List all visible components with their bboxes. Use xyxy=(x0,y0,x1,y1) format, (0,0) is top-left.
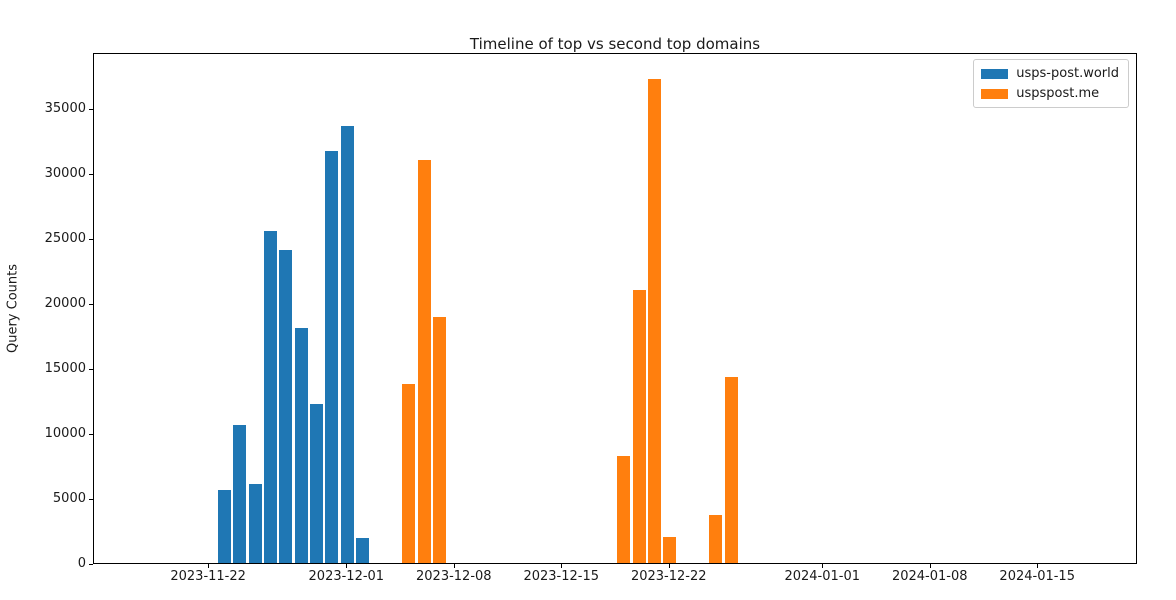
legend-label: uspspost.me xyxy=(1016,86,1100,101)
y-tick-label: 15000 xyxy=(44,360,86,376)
x-tick-mark xyxy=(561,564,563,568)
legend-item-usps-post-world: usps-post.world xyxy=(981,66,1119,81)
x-tick-mark xyxy=(929,564,931,568)
bar-usps-post.world-2023-11-27 xyxy=(279,249,293,563)
bar-usps-post.world-2023-11-29 xyxy=(310,404,324,563)
y-tick-mark xyxy=(89,238,93,240)
x-tick-label: 2023-12-15 xyxy=(523,569,600,584)
y-tick-mark xyxy=(89,564,93,565)
x-tick-mark xyxy=(668,564,670,568)
legend: usps-post.world uspspost.me xyxy=(973,59,1129,108)
y-tick-mark xyxy=(89,303,93,305)
legend-item-uspspost-me: uspspost.me xyxy=(981,86,1119,101)
legend-swatch-orange-icon xyxy=(981,88,1009,99)
x-tick-mark xyxy=(453,564,455,568)
bar-usps-post.world-2023-11-24 xyxy=(233,425,247,563)
y-tick-label: 30000 xyxy=(44,165,86,181)
bar-uspspost.me-2023-12-26 xyxy=(724,377,738,563)
bar-usps-post.world-2023-11-26 xyxy=(264,231,278,563)
y-tick-label: 20000 xyxy=(44,295,86,311)
bar-uspspost.me-2023-12-25 xyxy=(709,514,723,563)
y-tick-label: 0 xyxy=(77,556,86,571)
x-tick-label: 2023-12-01 xyxy=(308,569,385,584)
x-tick-label: 2024-01-15 xyxy=(999,569,1075,584)
bar-usps-post.world-2023-12-01 xyxy=(340,126,354,563)
bar-uspspost.me-2023-12-19 xyxy=(617,456,631,563)
x-tick-label: 2023-11-22 xyxy=(170,569,246,584)
y-tick-label: 25000 xyxy=(44,230,86,246)
x-tick-mark xyxy=(208,564,210,568)
bar-uspspost.me-2023-12-21 xyxy=(647,79,661,563)
bar-usps-post.world-2023-11-28 xyxy=(294,327,308,563)
x-tick-label: 2023-12-08 xyxy=(416,569,492,584)
bar-usps-post.world-2023-12-02 xyxy=(356,538,370,563)
chart-title: Timeline of top vs second top domains xyxy=(469,35,761,53)
bar-uspspost.me-2023-12-06 xyxy=(417,159,431,563)
x-tick-label: 2023-12-22 xyxy=(630,569,707,584)
y-tick-mark xyxy=(89,433,93,435)
legend-swatch-blue-icon xyxy=(981,68,1009,79)
x-tick-mark xyxy=(822,564,824,568)
bar-usps-post.world-2023-11-25 xyxy=(248,483,262,563)
y-axis-label: Query Counts xyxy=(5,263,21,354)
y-tick-mark xyxy=(89,108,93,110)
x-tick-mark xyxy=(1037,564,1039,568)
bar-uspspost.me-2023-12-22 xyxy=(663,537,677,563)
x-tick-mark xyxy=(346,564,348,568)
y-tick-label: 5000 xyxy=(52,490,86,506)
bar-usps-post.world-2023-11-23 xyxy=(218,490,231,563)
bar-uspspost.me-2023-12-05 xyxy=(402,383,416,563)
bar-uspspost.me-2023-12-07 xyxy=(432,317,446,563)
bar-uspspost.me-2023-12-20 xyxy=(632,289,646,563)
plot-area: usps-post.world uspspost.me xyxy=(93,53,1137,564)
y-tick-mark xyxy=(89,368,93,370)
bar-usps-post.world-2023-11-30 xyxy=(325,150,339,563)
y-tick-mark xyxy=(89,498,93,500)
y-tick-label: 35000 xyxy=(44,100,86,116)
y-tick-label: 10000 xyxy=(44,425,86,441)
x-tick-label: 2024-01-01 xyxy=(784,569,861,584)
y-tick-mark xyxy=(89,173,93,175)
legend-label: usps-post.world xyxy=(1016,66,1119,81)
x-tick-label: 2024-01-08 xyxy=(891,569,968,584)
